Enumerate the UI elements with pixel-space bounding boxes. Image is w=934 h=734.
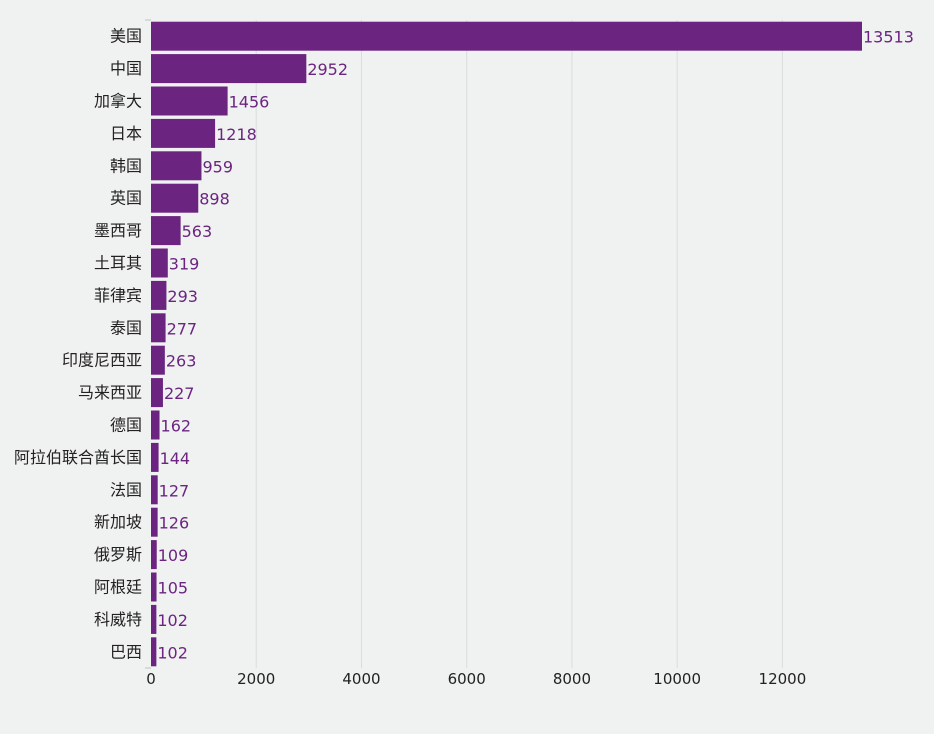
value-label: 959 — [202, 157, 233, 176]
value-label: 1456 — [229, 93, 270, 112]
y-tick-label: 印度尼西亚 — [62, 351, 142, 370]
value-label: 263 — [166, 352, 197, 371]
bar — [151, 475, 158, 505]
y-tick-label: 美国 — [110, 27, 142, 46]
y-tick-label: 马来西亚 — [78, 383, 142, 402]
y-tick-label: 阿拉伯联合酋长国 — [14, 448, 142, 467]
bar — [151, 313, 166, 343]
y-tick-label: 法国 — [110, 480, 142, 499]
bar — [151, 248, 168, 278]
value-label: 109 — [158, 546, 189, 565]
value-label: 105 — [158, 579, 189, 598]
bars — [151, 21, 862, 667]
y-tick-label: 中国 — [110, 59, 142, 78]
bar — [151, 86, 228, 116]
y-tick-label: 土耳其 — [94, 254, 142, 273]
bar — [151, 378, 163, 408]
gridlines — [255, 20, 783, 668]
value-label: 13513 — [863, 28, 914, 47]
bar — [151, 54, 307, 84]
value-label: 227 — [164, 384, 195, 403]
bar — [151, 118, 216, 148]
value-label: 1218 — [216, 125, 257, 144]
bar — [151, 540, 157, 570]
y-tick-label: 德国 — [110, 416, 142, 435]
bar — [151, 442, 159, 472]
y-tick-label: 韩国 — [110, 156, 142, 175]
bar — [151, 216, 181, 246]
x-tick-label: 10000 — [653, 670, 701, 688]
value-label: 563 — [182, 222, 213, 241]
value-label: 277 — [167, 319, 198, 338]
x-tick-label: 0 — [146, 670, 156, 688]
x-tick-label: 2000 — [237, 670, 275, 688]
bar — [151, 604, 157, 634]
value-label: 102 — [157, 611, 188, 630]
y-tick-label: 阿根廷 — [94, 578, 142, 597]
y-tick-label: 墨西哥 — [94, 221, 142, 240]
y-tick-label: 日本 — [110, 124, 142, 143]
y-tick-label: 泰国 — [110, 318, 142, 337]
y-tick-label: 加拿大 — [94, 92, 142, 111]
x-tick-label: 6000 — [448, 670, 486, 688]
value-label: 126 — [159, 514, 190, 533]
bar — [151, 280, 167, 310]
y-tick-label: 科威特 — [94, 610, 142, 629]
value-label: 2952 — [307, 60, 348, 79]
bar — [151, 151, 202, 181]
value-label: 144 — [160, 449, 191, 468]
y-tick-label: 巴西 — [110, 642, 142, 661]
x-tick-label: 4000 — [342, 670, 380, 688]
bar — [151, 637, 157, 667]
y-tick-label: 英国 — [110, 189, 142, 208]
bar — [151, 345, 165, 375]
bar — [151, 410, 160, 440]
value-label: 102 — [157, 643, 188, 662]
y-tick-label: 新加坡 — [94, 513, 142, 532]
labels: 0 2000 4000 6000 8000 10000 12000 美国 13513 中国 2952… — [14, 27, 914, 688]
bar — [151, 183, 199, 213]
bar — [151, 572, 157, 602]
y-tick-label: 俄罗斯 — [94, 545, 142, 564]
x-tick-label: 12000 — [759, 670, 807, 688]
bar — [151, 507, 158, 537]
value-label: 898 — [199, 190, 230, 209]
bar — [151, 21, 862, 51]
value-label: 293 — [167, 287, 198, 306]
x-tick-label: 8000 — [553, 670, 591, 688]
axes — [145, 19, 151, 669]
value-label: 162 — [161, 417, 192, 436]
y-tick-label: 菲律宾 — [94, 286, 142, 305]
value-label: 127 — [159, 481, 190, 500]
value-label: 319 — [169, 255, 200, 274]
